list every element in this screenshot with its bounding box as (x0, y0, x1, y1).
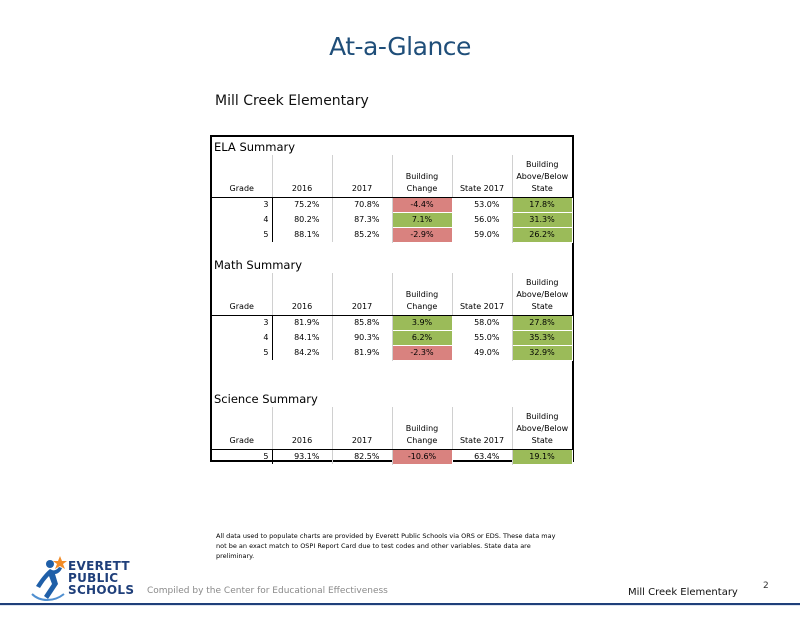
value-2016-cell: 93.1% (272, 449, 333, 464)
compiled-by-credit: Compiled by the Center for Educational E… (147, 586, 388, 596)
page-number: 2 (763, 581, 769, 591)
summary-tables-container: ELA Summary Grade 2016 2017 Building Chan… (210, 135, 574, 465)
math-summary-table: Grade 2016 2017 Building Change State 201… (212, 273, 573, 361)
grade-cell: 5 (212, 449, 273, 464)
above-below-cell: 31.3% (511, 211, 573, 228)
science-summary-title: Science Summary (214, 392, 318, 406)
change-cell: -4.4% (391, 196, 453, 213)
slide-title: At-a-Glance (329, 32, 471, 61)
header-above-below-state: Building Above/Below State (512, 155, 572, 198)
header-2016: 2016 (272, 273, 333, 316)
table-header-row: Grade 2016 2017 Building Change State 201… (212, 407, 572, 450)
header-2017: 2017 (332, 155, 393, 198)
table-row: 5 93.1% 82.5% -10.6% 63.4% 19.1% (212, 448, 573, 465)
above-below-cell: 32.9% (511, 344, 573, 361)
math-summary-section: Math Summary Grade 2016 2017 Building Cha… (212, 257, 573, 361)
value-2016-cell: 81.9% (272, 315, 333, 330)
school-name-heading: Mill Creek Elementary (215, 93, 369, 109)
state-cell: 63.4% (452, 449, 513, 464)
table-row: 5 88.1% 85.2% -2.9% 59.0% 26.2% (212, 226, 573, 243)
data-source-footnote: All data used to populate charts are pro… (216, 532, 556, 560)
ela-summary-title: ELA Summary (214, 140, 296, 154)
table-row: 5 84.2% 81.9% -2.3% 49.0% 32.9% (212, 344, 573, 361)
table-row: 3 75.2% 70.8% -4.4% 53.0% 17.8% (212, 196, 573, 213)
change-cell: 3.9% (391, 314, 453, 331)
state-cell: 49.0% (452, 345, 513, 360)
header-state-2017: State 2017 (452, 155, 513, 198)
footer-divider (0, 603, 800, 605)
above-below-cell: 19.1% (511, 448, 573, 465)
table-row: 3 81.9% 85.8% 3.9% 58.0% 27.8% (212, 314, 573, 331)
state-cell: 59.0% (452, 227, 513, 242)
science-summary-table: Grade 2016 2017 Building Change State 201… (212, 407, 573, 465)
state-cell: 58.0% (452, 315, 513, 330)
value-2016-cell: 80.2% (272, 212, 333, 227)
header-above-below-state: Building Above/Below State (512, 273, 572, 316)
footer-school-name: Mill Creek Elementary (628, 587, 738, 598)
header-state-2017: State 2017 (452, 273, 513, 316)
ela-summary-section: ELA Summary Grade 2016 2017 Building Chan… (212, 139, 573, 243)
above-below-cell: 27.8% (511, 314, 573, 331)
grade-cell: 3 (212, 197, 273, 212)
running-figure-star-icon (31, 556, 67, 601)
header-above-below-state: Building Above/Below State (512, 407, 572, 450)
above-below-cell: 17.8% (511, 196, 573, 213)
table-header-row: Grade 2016 2017 Building Change State 201… (212, 273, 572, 316)
header-building-change: Building Change (392, 155, 453, 198)
header-2016: 2016 (272, 155, 333, 198)
header-grade: Grade (212, 155, 273, 198)
value-2017-cell: 70.8% (332, 197, 393, 212)
logo-line-public: PUBLIC (68, 571, 119, 585)
value-2017-cell: 90.3% (332, 330, 393, 345)
science-summary-section: Science Summary Grade 2016 2017 Building… (212, 391, 573, 465)
grade-cell: 3 (212, 315, 273, 330)
district-logo-text: EVERETT PUBLIC SCHOOLS (68, 560, 134, 596)
change-cell: 6.2% (391, 329, 453, 346)
state-cell: 53.0% (452, 197, 513, 212)
table-row: 4 84.1% 90.3% 6.2% 55.0% 35.3% (212, 329, 573, 346)
header-building-change: Building Change (392, 273, 453, 316)
value-2017-cell: 87.3% (332, 212, 393, 227)
logo-line-everett: EVERETT (68, 559, 130, 573)
state-cell: 56.0% (452, 212, 513, 227)
value-2017-cell: 82.5% (332, 449, 393, 464)
header-2016: 2016 (272, 407, 333, 450)
header-grade: Grade (212, 407, 273, 450)
change-cell: 7.1% (391, 211, 453, 228)
header-2017: 2017 (332, 407, 393, 450)
change-cell: -2.3% (391, 344, 453, 361)
value-2016-cell: 84.1% (272, 330, 333, 345)
header-building-change: Building Change (392, 407, 453, 450)
grade-cell: 5 (212, 345, 273, 360)
grade-cell: 4 (212, 212, 273, 227)
state-cell: 55.0% (452, 330, 513, 345)
header-2017: 2017 (332, 273, 393, 316)
above-below-cell: 26.2% (511, 226, 573, 243)
grade-cell: 5 (212, 227, 273, 242)
ela-summary-table: Grade 2016 2017 Building Change State 201… (212, 155, 573, 243)
above-below-cell: 35.3% (511, 329, 573, 346)
math-summary-title: Math Summary (214, 258, 302, 272)
value-2016-cell: 84.2% (272, 345, 333, 360)
value-2017-cell: 81.9% (332, 345, 393, 360)
value-2017-cell: 85.8% (332, 315, 393, 330)
value-2016-cell: 75.2% (272, 197, 333, 212)
value-2016-cell: 88.1% (272, 227, 333, 242)
table-row: 4 80.2% 87.3% 7.1% 56.0% 31.3% (212, 211, 573, 228)
footer-band (0, 605, 800, 618)
header-grade: Grade (212, 273, 273, 316)
change-cell: -2.9% (391, 226, 453, 243)
grade-cell: 4 (212, 330, 273, 345)
table-header-row: Grade 2016 2017 Building Change State 201… (212, 155, 572, 198)
logo-line-schools: SCHOOLS (68, 583, 135, 597)
change-cell: -10.6% (391, 448, 453, 465)
value-2017-cell: 85.2% (332, 227, 393, 242)
header-state-2017: State 2017 (452, 407, 513, 450)
